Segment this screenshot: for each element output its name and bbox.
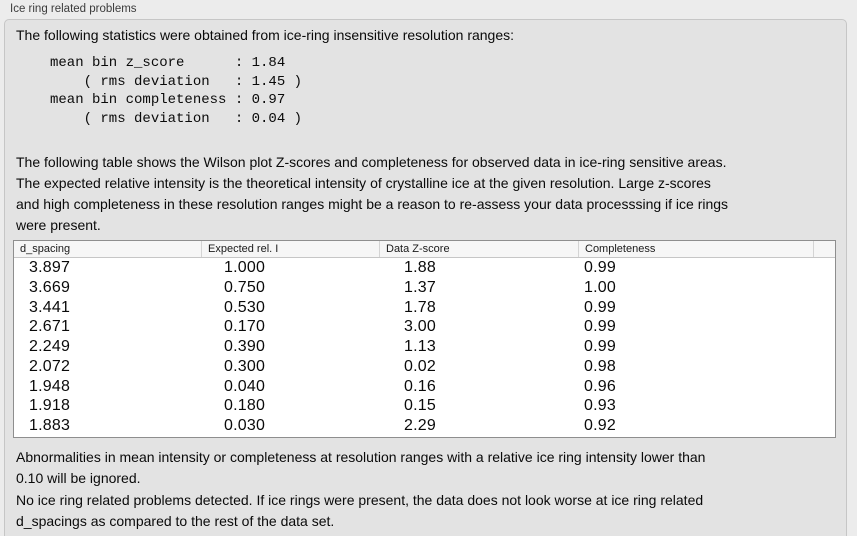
table-cell: 0.030 (224, 417, 266, 435)
table-cell: 0.750 (224, 278, 266, 296)
table-description-text: The following table shows the Wilson plo… (16, 154, 729, 233)
table-cell: 0.16 (404, 377, 436, 395)
table-cell: 1.37 (404, 278, 436, 296)
table-cell: 2.29 (404, 417, 436, 435)
ignore-threshold-note: Abnormalities in mean intensity or compl… (16, 449, 706, 486)
table-cell: 1.00 (584, 278, 616, 296)
table-cell: 0.99 (584, 338, 616, 356)
table-row[interactable]: 2.671 0.170 3.00 0.99 (14, 317, 835, 337)
table-row[interactable]: 3.441 0.530 1.78 0.99 (14, 298, 835, 318)
table-cell: 0.98 (584, 357, 616, 375)
table-cell: 0.180 (224, 397, 266, 415)
table-cell: 0.390 (224, 338, 266, 356)
column-header-completeness[interactable]: Completeness (578, 241, 813, 257)
table-cell: 0.170 (224, 318, 266, 336)
table-cell: 3.441 (29, 298, 71, 316)
table-cell: 0.99 (584, 259, 616, 276)
table-row[interactable]: 3.897 1.000 1.88 0.99 (14, 258, 835, 278)
table-row[interactable]: 1.948 0.040 0.16 0.96 (14, 377, 835, 397)
column-header-data-z-score[interactable]: Data Z-score (379, 241, 578, 257)
table-cell: 3.00 (404, 318, 436, 336)
column-header-d-spacing[interactable]: d_spacing (20, 243, 71, 255)
table-cell: 0.040 (224, 377, 266, 395)
table-row[interactable]: 3.669 0.750 1.37 1.00 (14, 278, 835, 298)
table-row[interactable]: 1.883 0.030 2.29 0.92 (14, 416, 835, 436)
stats-block: mean bin z_score : 1.84 ( rms deviation … (50, 55, 303, 127)
table-body: 3.897 1.000 1.88 0.99 3.669 0.750 1.37 1.00 3.44… (14, 258, 835, 436)
table-cell: 2.072 (29, 357, 71, 375)
table-cell: 0.300 (224, 357, 266, 375)
table-cell: 0.93 (584, 397, 616, 415)
table-cell: 1.918 (29, 397, 71, 415)
intro-text: The following statistics were obtained f… (16, 27, 515, 43)
conclusion-text: No ice ring related problems detected. I… (16, 492, 704, 529)
table-cell: 2.671 (29, 318, 71, 336)
column-header-expected-rel-i[interactable]: Expected rel. I (201, 241, 379, 257)
table-cell: 1.88 (404, 259, 436, 276)
table-cell: 0.99 (584, 318, 616, 336)
table-cell: 0.99 (584, 298, 616, 316)
group-box-title: Ice ring related problems (10, 3, 137, 15)
table-cell: 1.13 (404, 338, 436, 356)
table-cell: 1.883 (29, 417, 71, 435)
table-cell: 1.948 (29, 377, 71, 395)
ice-ring-table: d_spacing Expected rel. I Data Z-score Comp… (13, 240, 836, 438)
table-cell: 0.15 (404, 397, 436, 415)
table-cell: 2.249 (29, 338, 71, 356)
table-header-row: d_spacing Expected rel. I Data Z-score Comp… (14, 241, 835, 258)
table-cell: 3.897 (29, 259, 71, 276)
table-cell: 1.78 (404, 298, 436, 316)
column-header-spacer[interactable] (813, 241, 835, 257)
table-cell: 0.92 (584, 417, 616, 435)
table-cell: 0.02 (404, 357, 436, 375)
table-cell: 0.530 (224, 298, 266, 316)
table-row[interactable]: 2.249 0.390 1.13 0.99 (14, 337, 835, 357)
table-cell: 3.669 (29, 278, 71, 296)
table-row[interactable]: 1.918 0.180 0.15 0.93 (14, 396, 835, 416)
table-cell: 0.96 (584, 377, 616, 395)
table-cell: 1.000 (224, 259, 266, 276)
table-row[interactable]: 2.072 0.300 0.02 0.98 (14, 357, 835, 377)
